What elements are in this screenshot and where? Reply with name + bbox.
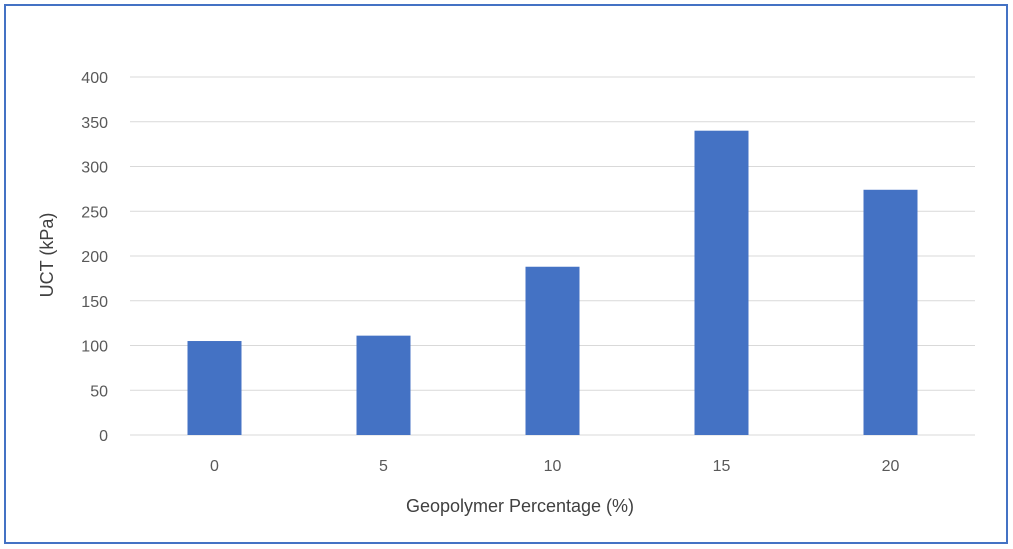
bar-0 (187, 341, 242, 435)
y-tick-label: 150 (81, 294, 108, 311)
y-tick-label: 300 (81, 160, 108, 177)
bar-10 (525, 266, 580, 435)
bar-20 (863, 189, 918, 435)
x-tick-label: 10 (544, 458, 562, 475)
y-tick-label: 400 (81, 70, 108, 87)
bar-5 (356, 335, 411, 435)
y-tick-label: 250 (81, 204, 108, 221)
y-tick-label: 200 (81, 249, 108, 266)
bars (187, 130, 918, 435)
y-tick-label: 100 (81, 339, 108, 356)
y-tick-label: 0 (99, 428, 108, 445)
x-tick-label: 15 (713, 458, 731, 475)
x-axis-ticks: 0 5 10 15 20 (210, 458, 899, 475)
x-tick-label: 0 (210, 458, 219, 475)
y-axis-ticks: 0 50 100 150 200 250 300 350 400 (81, 70, 108, 445)
bar-15 (694, 130, 749, 435)
chart-frame (4, 4, 1008, 544)
y-axis-title: UCT (kPa) (37, 213, 57, 298)
y-tick-label: 350 (81, 115, 108, 132)
x-tick-label: 5 (379, 458, 388, 475)
x-axis-title: Geopolymer Percentage (%) (406, 496, 634, 516)
x-tick-label: 20 (882, 458, 900, 475)
y-tick-label: 50 (90, 383, 108, 400)
gridlines (130, 76, 975, 436)
